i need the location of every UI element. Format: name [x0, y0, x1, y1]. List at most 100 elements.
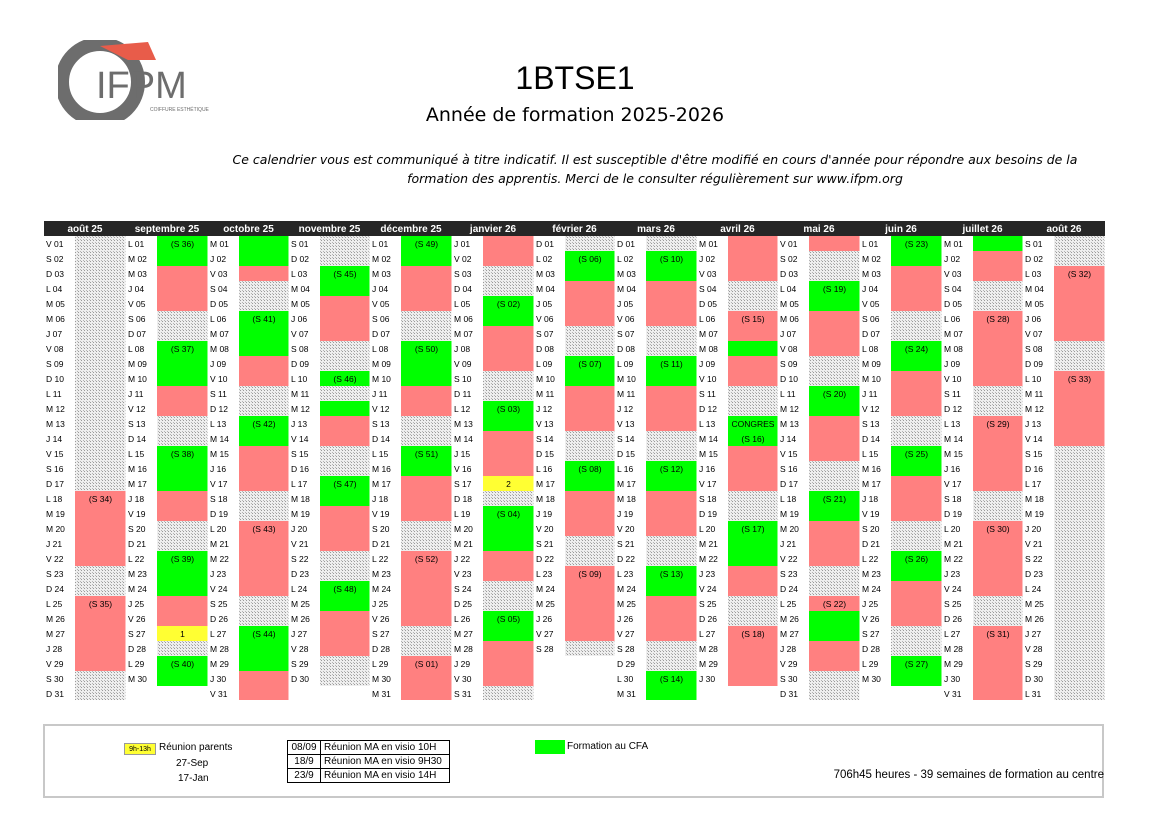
- day-label: L 08: [372, 344, 389, 354]
- formation-block: [401, 446, 452, 476]
- week-label: (S 17): [741, 524, 764, 534]
- day-label: M 10: [372, 374, 391, 384]
- parents-meeting-label: Réunion parents: [159, 742, 233, 753]
- holiday-block: [1054, 446, 1105, 700]
- week-label: (S 26): [905, 554, 928, 564]
- meeting-row: 18/9 Réunion MA en visio 9H30: [287, 754, 450, 769]
- day-label: D 21: [128, 539, 146, 549]
- day-label: J 07: [780, 329, 796, 339]
- company-block: [809, 596, 860, 611]
- day-label: L 29: [372, 659, 389, 669]
- day-label: M 13: [454, 419, 473, 429]
- day-label: S 02: [780, 254, 798, 264]
- holiday-block: [728, 596, 778, 626]
- formation-block: [891, 236, 942, 266]
- day-label: V 21: [1025, 539, 1043, 549]
- month-header-label: février 26: [552, 224, 597, 235]
- day-label: V 10: [699, 374, 717, 384]
- day-label: J 18: [128, 494, 144, 504]
- company-block: [320, 296, 370, 341]
- company-block: [239, 671, 289, 700]
- day-label: L 27: [210, 629, 227, 639]
- day-label: V 09: [454, 359, 472, 369]
- day-label: S 06: [862, 314, 880, 324]
- day-label: S 25: [699, 599, 717, 609]
- meetings-table: 08/09 Réunion MA en visio 10H 18/9 Réuni…: [287, 740, 450, 783]
- holiday-block: [646, 326, 697, 356]
- day-label: M 15: [699, 449, 718, 459]
- month-header: [615, 221, 697, 236]
- day-label: D 24: [46, 584, 64, 594]
- day-label: D 15: [617, 449, 635, 459]
- day-label: L 13: [210, 419, 227, 429]
- week-label: (S 32): [1068, 269, 1091, 279]
- formation-block: [728, 521, 778, 566]
- day-label: S 18: [210, 494, 228, 504]
- week-label: (S 44): [252, 629, 275, 639]
- day-label: L 18: [780, 494, 797, 504]
- day-label: M 05: [1025, 299, 1044, 309]
- day-label: J 29: [454, 659, 470, 669]
- day-label: V 07: [1025, 329, 1043, 339]
- week-label: CONGRES: [732, 419, 775, 429]
- day-label: J 30: [699, 674, 715, 684]
- month-header-label: janvier 26: [469, 224, 517, 235]
- meeting-text: Réunion MA en visio 14H: [320, 768, 450, 783]
- company-block: [565, 491, 615, 536]
- day-label: J 05: [536, 299, 552, 309]
- day-label: V 08: [780, 344, 798, 354]
- formation-block: [646, 566, 697, 596]
- logo-tagline: COIFFURE ESTHÉTIQUE: [150, 106, 210, 113]
- day-label: S 29: [1025, 659, 1043, 669]
- day-label: M 10: [536, 374, 555, 384]
- day-label: J 19: [536, 509, 552, 519]
- day-label: J 07: [46, 329, 62, 339]
- day-label: S 11: [210, 389, 227, 399]
- formation-block: [401, 236, 452, 266]
- company-block: [809, 311, 860, 356]
- company-block: [973, 626, 1023, 700]
- day-label: D 18: [454, 494, 472, 504]
- day-label: D 19: [210, 509, 228, 519]
- day-label: M 17: [536, 479, 555, 489]
- day-label: V 21: [291, 539, 309, 549]
- formation-block: [320, 266, 370, 296]
- day-label: D 10: [780, 374, 798, 384]
- day-label: S 09: [46, 359, 64, 369]
- day-label: M 08: [944, 344, 963, 354]
- day-label: D 31: [780, 689, 798, 699]
- day-label: V 19: [862, 509, 880, 519]
- day-label: M 06: [780, 314, 799, 324]
- day-label: D 25: [454, 599, 472, 609]
- day-label: V 08: [46, 344, 64, 354]
- company-block: [646, 386, 697, 431]
- logo-ring: [58, 40, 145, 120]
- day-label: V 14: [1025, 434, 1043, 444]
- day-label: M 26: [46, 614, 65, 624]
- day-label: L 20: [210, 524, 227, 534]
- logo-roof: [100, 42, 156, 60]
- day-label: M 27: [454, 629, 473, 639]
- day-label: M 25: [291, 599, 310, 609]
- day-label: L 29: [862, 659, 879, 669]
- company-block: [75, 491, 126, 566]
- week-label: (S 48): [333, 584, 356, 594]
- day-label: D 03: [46, 269, 64, 279]
- day-label: V 31: [210, 689, 228, 699]
- holiday-block: [891, 521, 942, 551]
- day-label: L 15: [862, 449, 879, 459]
- day-label: D 07: [862, 329, 880, 339]
- day-label: M 16: [128, 464, 147, 474]
- day-label: J 21: [780, 539, 796, 549]
- day-label: L 01: [128, 239, 145, 249]
- day-label: L 31: [1025, 689, 1042, 699]
- month-header-label: août 26: [1046, 224, 1081, 235]
- day-label: L 04: [46, 284, 63, 294]
- page-subtitle: Année de formation 2025-2026: [425, 104, 725, 126]
- day-label: L 11: [780, 389, 796, 399]
- day-label: M 19: [780, 509, 799, 519]
- day-label: D 01: [536, 239, 554, 249]
- formation-block: [239, 236, 289, 266]
- formation-block: [401, 341, 452, 386]
- formation-block: [483, 506, 534, 551]
